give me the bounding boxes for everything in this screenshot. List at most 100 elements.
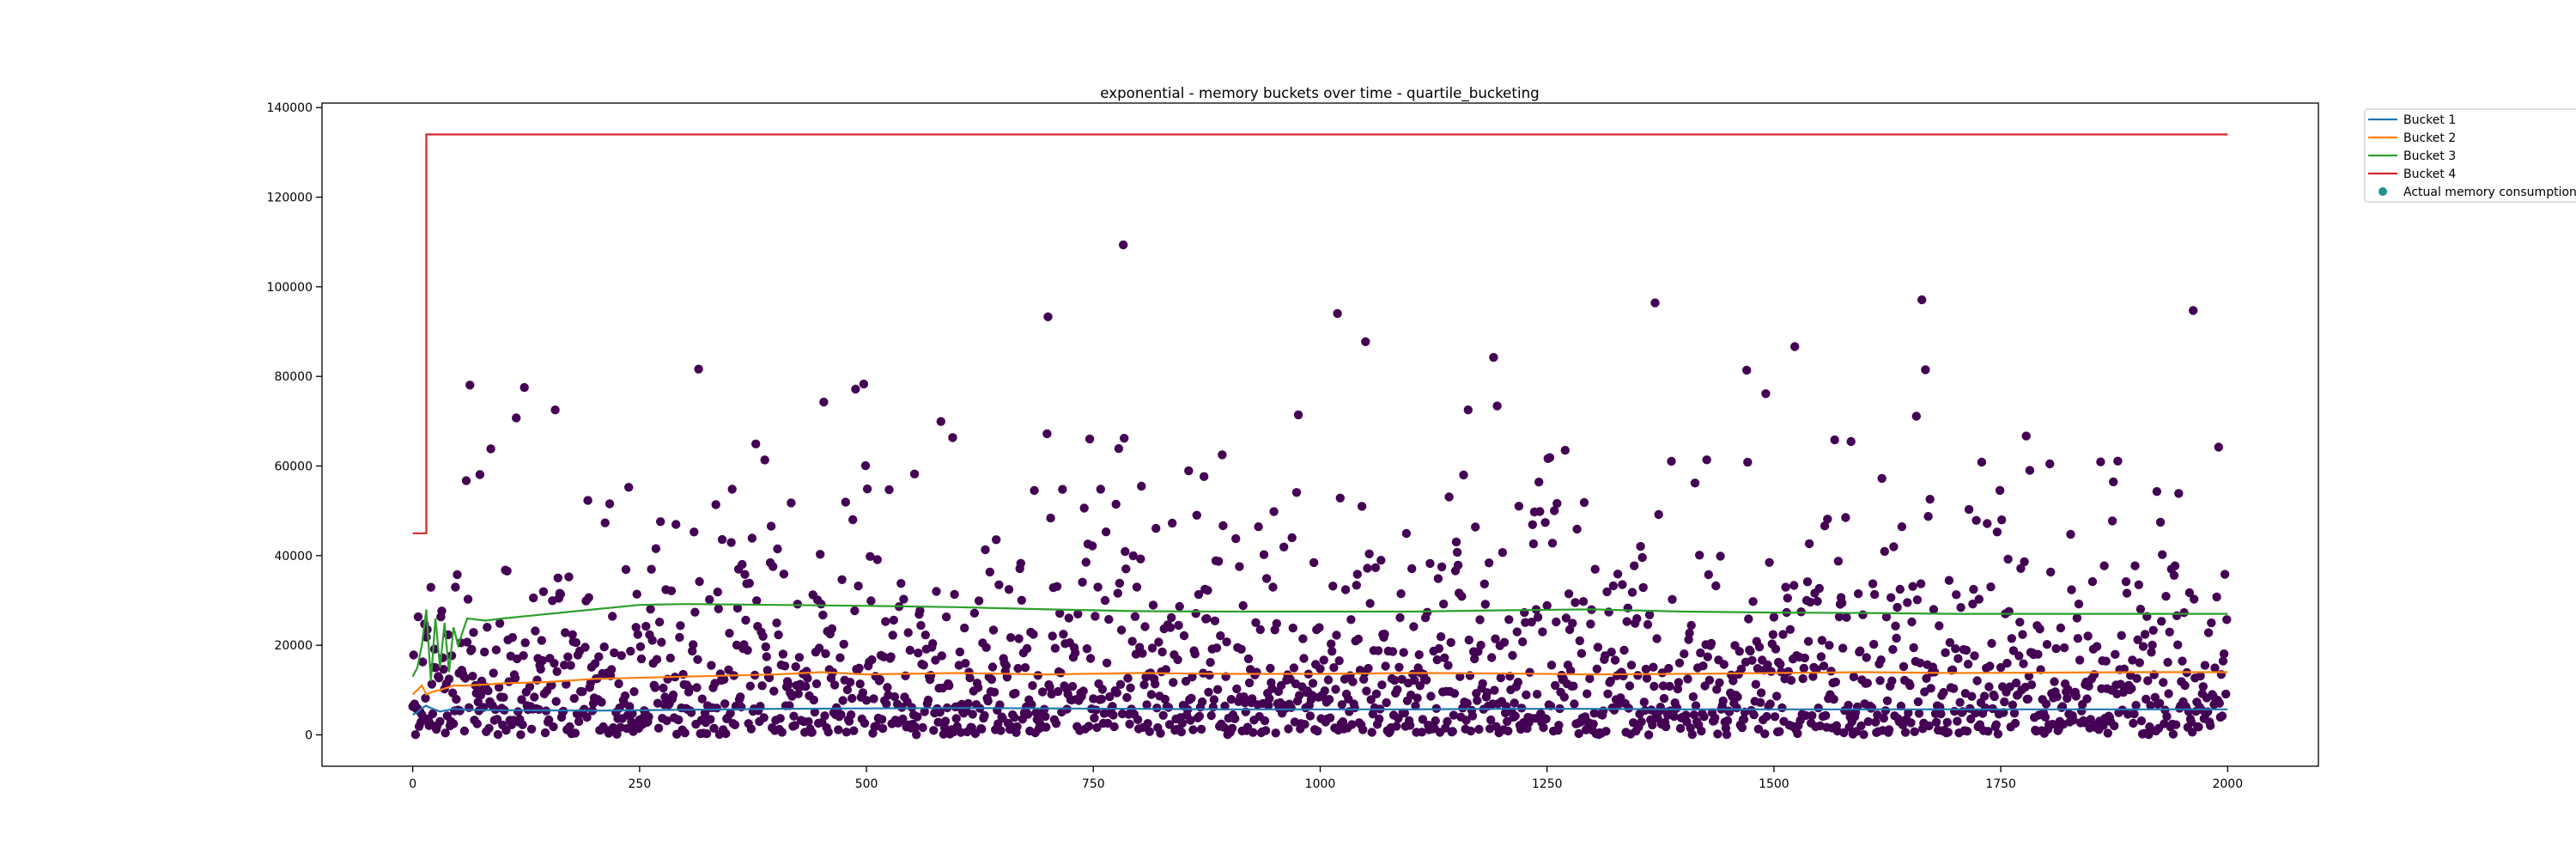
scatter-point	[1743, 457, 1753, 467]
scatter-point	[2143, 676, 2153, 685]
scatter-point	[744, 578, 754, 588]
scatter-point	[1585, 673, 1595, 684]
scatter-point	[1833, 557, 1844, 566]
scatter-point	[1681, 710, 1691, 720]
x-tick-label: 1750	[1985, 777, 2016, 791]
scatter-point	[2123, 710, 2133, 719]
scatter-point	[1541, 714, 1551, 724]
scatter-point	[1334, 656, 1344, 666]
scatter-point	[1471, 522, 1480, 532]
scatter-point	[1184, 466, 1194, 476]
scatter-point	[2168, 729, 2178, 739]
scatter-point	[1687, 729, 1698, 740]
scatter-point	[600, 518, 610, 527]
scatter-point	[1475, 615, 1485, 624]
scatter-point	[1287, 533, 1297, 543]
scatter-point	[724, 665, 733, 674]
scatter-point	[668, 690, 678, 700]
scatter-point	[1561, 613, 1571, 623]
scatter-point	[565, 722, 574, 732]
scatter-point	[1127, 637, 1137, 646]
scatter-point	[1859, 729, 1868, 740]
scatter-point	[646, 605, 655, 614]
scatter-point	[1680, 649, 1689, 659]
scatter-point	[1264, 701, 1273, 710]
scatter-point	[659, 683, 668, 693]
scatter-point	[1295, 691, 1304, 700]
x-tick-label: 1000	[1305, 777, 1336, 791]
scatter-point	[1589, 719, 1598, 728]
scatter-point	[1091, 705, 1101, 715]
scatter-point	[1020, 663, 1030, 673]
scatter-point	[1218, 450, 1227, 460]
scatter-point	[1114, 444, 1124, 454]
scatter-point	[1747, 655, 1757, 665]
scatter-point	[1394, 662, 1404, 672]
scatter-point	[644, 712, 653, 722]
scatter-point	[1192, 510, 1202, 520]
scatter-point	[1987, 638, 1996, 649]
scatter-point	[632, 589, 641, 599]
scatter-point	[1320, 686, 1330, 696]
scatter-point	[1756, 688, 1766, 698]
scatter-point	[1996, 662, 2006, 673]
scatter-point	[1056, 668, 1066, 678]
scatter-point	[2074, 600, 2084, 609]
scatter-point	[717, 534, 727, 545]
scatter-point	[1673, 684, 1683, 694]
scatter-point	[1637, 717, 1646, 727]
scatter-point	[1411, 701, 1420, 710]
scatter-point	[901, 671, 910, 680]
scatter-point	[1489, 352, 1498, 362]
scatter-point	[459, 726, 470, 736]
scatter-point	[877, 715, 887, 724]
scatter-point	[1498, 548, 1508, 557]
scatter-point	[1413, 693, 1422, 703]
scatter-point	[409, 650, 418, 660]
scatter-point	[1333, 308, 1342, 319]
scatter-point	[1953, 654, 1963, 663]
scatter-point	[1820, 710, 1831, 721]
scatter-point	[1176, 727, 1187, 737]
scatter-point	[512, 413, 521, 423]
scatter-point	[1092, 722, 1102, 733]
x-tick-label: 1250	[1532, 777, 1563, 791]
scatter-point	[1754, 643, 1765, 652]
scatter-point	[898, 714, 908, 724]
scatter-point	[594, 652, 604, 661]
scatter-point	[1315, 664, 1325, 673]
scatter-point	[732, 603, 743, 613]
scatter-point	[1640, 705, 1650, 716]
scatter-point	[2136, 605, 2146, 614]
scatter-point	[2187, 728, 2197, 737]
scatter-point	[654, 618, 665, 627]
scatter-point	[1633, 671, 1643, 680]
scatter-point	[1265, 694, 1274, 704]
scatter-point	[472, 719, 482, 728]
scatter-point	[866, 551, 875, 561]
scatter-point	[1434, 643, 1444, 654]
scatter-point	[641, 621, 651, 631]
scatter-point	[1783, 667, 1793, 676]
scatter-point	[1371, 689, 1382, 698]
scatter-point	[1889, 542, 1899, 551]
scatter-point	[550, 659, 559, 668]
scatter-point	[1579, 497, 1589, 508]
series-line-bucket-1	[412, 704, 2228, 716]
scatter-point	[836, 710, 846, 720]
scatter-point	[1961, 645, 1971, 655]
scatter-point	[1802, 577, 1813, 587]
scatter-point	[1463, 405, 1473, 415]
scatter-point	[1715, 678, 1724, 687]
scatter-point	[945, 681, 954, 691]
scatter-point	[1619, 671, 1628, 681]
scatter-point	[1896, 701, 1906, 711]
scatter-point	[1112, 688, 1122, 698]
scatter-point	[920, 631, 931, 640]
scatter-point	[410, 730, 421, 740]
scatter-point	[1929, 605, 1939, 614]
scatter-point	[1970, 651, 1979, 661]
scatter-point	[866, 596, 876, 606]
scatter-point	[1951, 644, 1960, 654]
scatter-point	[631, 623, 641, 632]
